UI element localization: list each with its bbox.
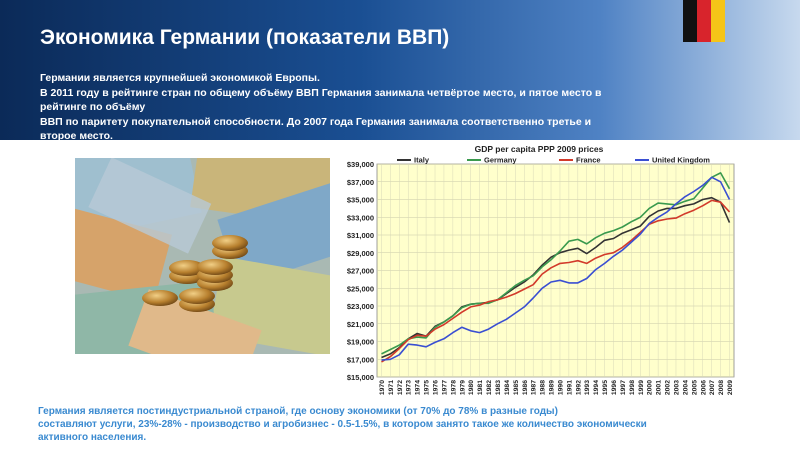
series-line-france [381, 199, 731, 363]
y-tick-label: $31,000 [347, 231, 374, 240]
x-tick-label: 1979 [459, 380, 466, 395]
x-tick-label: 1984 [504, 380, 511, 395]
x-tick-label: 1993 [584, 380, 591, 395]
y-tick-label: $19,000 [347, 338, 374, 347]
bottom-line: активного населения. [38, 432, 147, 443]
y-tick-label: $29,000 [347, 249, 374, 258]
x-tick-label: 1994 [593, 380, 600, 395]
x-tick-label: 2003 [673, 380, 680, 395]
title-banner: Экономика Германии (показатели ВВП) Герм… [0, 0, 800, 140]
chart-title: GDP per capita PPP 2009 prices [475, 144, 604, 154]
x-tick-label: 1973 [406, 380, 413, 395]
y-tick-label: $15,000 [347, 373, 374, 382]
y-tick-label: $33,000 [347, 213, 374, 222]
x-tick-label: 1985 [513, 380, 520, 395]
x-tick-label: 2005 [691, 380, 698, 395]
x-tick-label: 1987 [531, 380, 538, 395]
intro-line: ВВП по паритету покупательной способност… [40, 115, 592, 128]
gdp-chart-svg: GDP per capita PPP 2009 prices $15,000$1… [334, 140, 744, 405]
plot-area: $15,000 $17,000 $19,000 $21,000 $23,000 $25,0… [347, 156, 735, 395]
bottom-text: Германия является постиндустриальной стр… [38, 405, 778, 444]
money-photo [75, 158, 330, 354]
x-tick-label: 1982 [486, 380, 493, 395]
series-line-united-kingdom [381, 176, 731, 361]
x-tick-label: 2001 [656, 380, 663, 395]
x-tick-label: 1990 [557, 380, 564, 395]
series-line-germany [381, 172, 731, 355]
flag-stripe-black [683, 0, 697, 42]
legend-label-united-kingdom: United Kingdom [652, 156, 710, 165]
gdp-chart: GDP per capita PPP 2009 prices $15,000 $1… [334, 140, 744, 405]
intro-line: рейтинге по объёму [40, 101, 146, 113]
x-tick-label: 2006 [700, 380, 707, 395]
intro-line: второе место. [40, 130, 113, 140]
x-tick-label: 1971 [388, 380, 395, 395]
flag-stripe-gold [711, 0, 725, 42]
y-tick-label: $17,000 [347, 355, 374, 364]
x-tick-label: 2002 [665, 380, 672, 395]
x-tick-label: 1980 [468, 380, 475, 395]
x-tick-label: 1989 [549, 380, 556, 395]
x-tick-label: 2009 [727, 380, 734, 395]
y-tick-label: $25,000 [347, 284, 374, 293]
x-tick-label: 2007 [709, 380, 716, 395]
x-tick-label: 1997 [620, 380, 627, 395]
y-tick-label: $35,000 [347, 196, 374, 205]
intro-line: Германии является крупнейшей экономикой … [40, 72, 320, 84]
money-illustration [75, 158, 330, 354]
x-tick-label: 1978 [450, 380, 457, 395]
page-title: Экономика Германии (показатели ВВП) [40, 26, 450, 49]
legend-label-germany: Germany [484, 156, 517, 165]
intro-text: Германии является крупнейшей экономикой … [40, 71, 670, 140]
flag-stripe-red [697, 0, 711, 42]
x-tick-label: 1976 [433, 380, 440, 395]
intro-line: В 2011 году в рейтинге стран по общему о… [40, 86, 602, 99]
x-tick-label: 1986 [522, 380, 529, 395]
legend-label-france: France [576, 156, 601, 165]
bottom-line: составляют услуги, 23%-28% - производств… [38, 419, 647, 430]
x-tick-label: 1972 [397, 380, 404, 395]
x-tick-label: 2000 [647, 380, 654, 395]
x-tick-label: 1981 [477, 380, 484, 395]
y-tick-label: $27,000 [347, 267, 374, 276]
x-tick-label: 1988 [540, 380, 547, 395]
y-tick-label: $21,000 [347, 320, 374, 329]
y-tick-label: $37,000 [347, 178, 374, 187]
x-tick-label: 1991 [566, 380, 573, 395]
legend-label-italy: Italy [414, 156, 430, 165]
x-tick-label: 1974 [415, 380, 422, 395]
x-tick-label: 1999 [638, 380, 645, 395]
x-tick-label: 1983 [495, 380, 502, 395]
y-tick-label: $39,000 [347, 160, 374, 169]
x-tick-label: 1992 [575, 380, 582, 395]
x-tick-label: 2004 [682, 380, 689, 395]
x-tick-label: 1975 [424, 380, 431, 395]
x-tick-label: 1970 [379, 380, 386, 395]
x-tick-label: 2008 [718, 380, 725, 395]
x-tick-label: 1977 [441, 380, 448, 395]
bottom-line: Германия является постиндустриальной стр… [38, 406, 558, 417]
x-tick-label: 1998 [629, 380, 636, 395]
y-tick-label: $23,000 [347, 302, 374, 311]
x-tick-label: 1996 [611, 380, 618, 395]
x-tick-label: 1995 [602, 380, 609, 395]
